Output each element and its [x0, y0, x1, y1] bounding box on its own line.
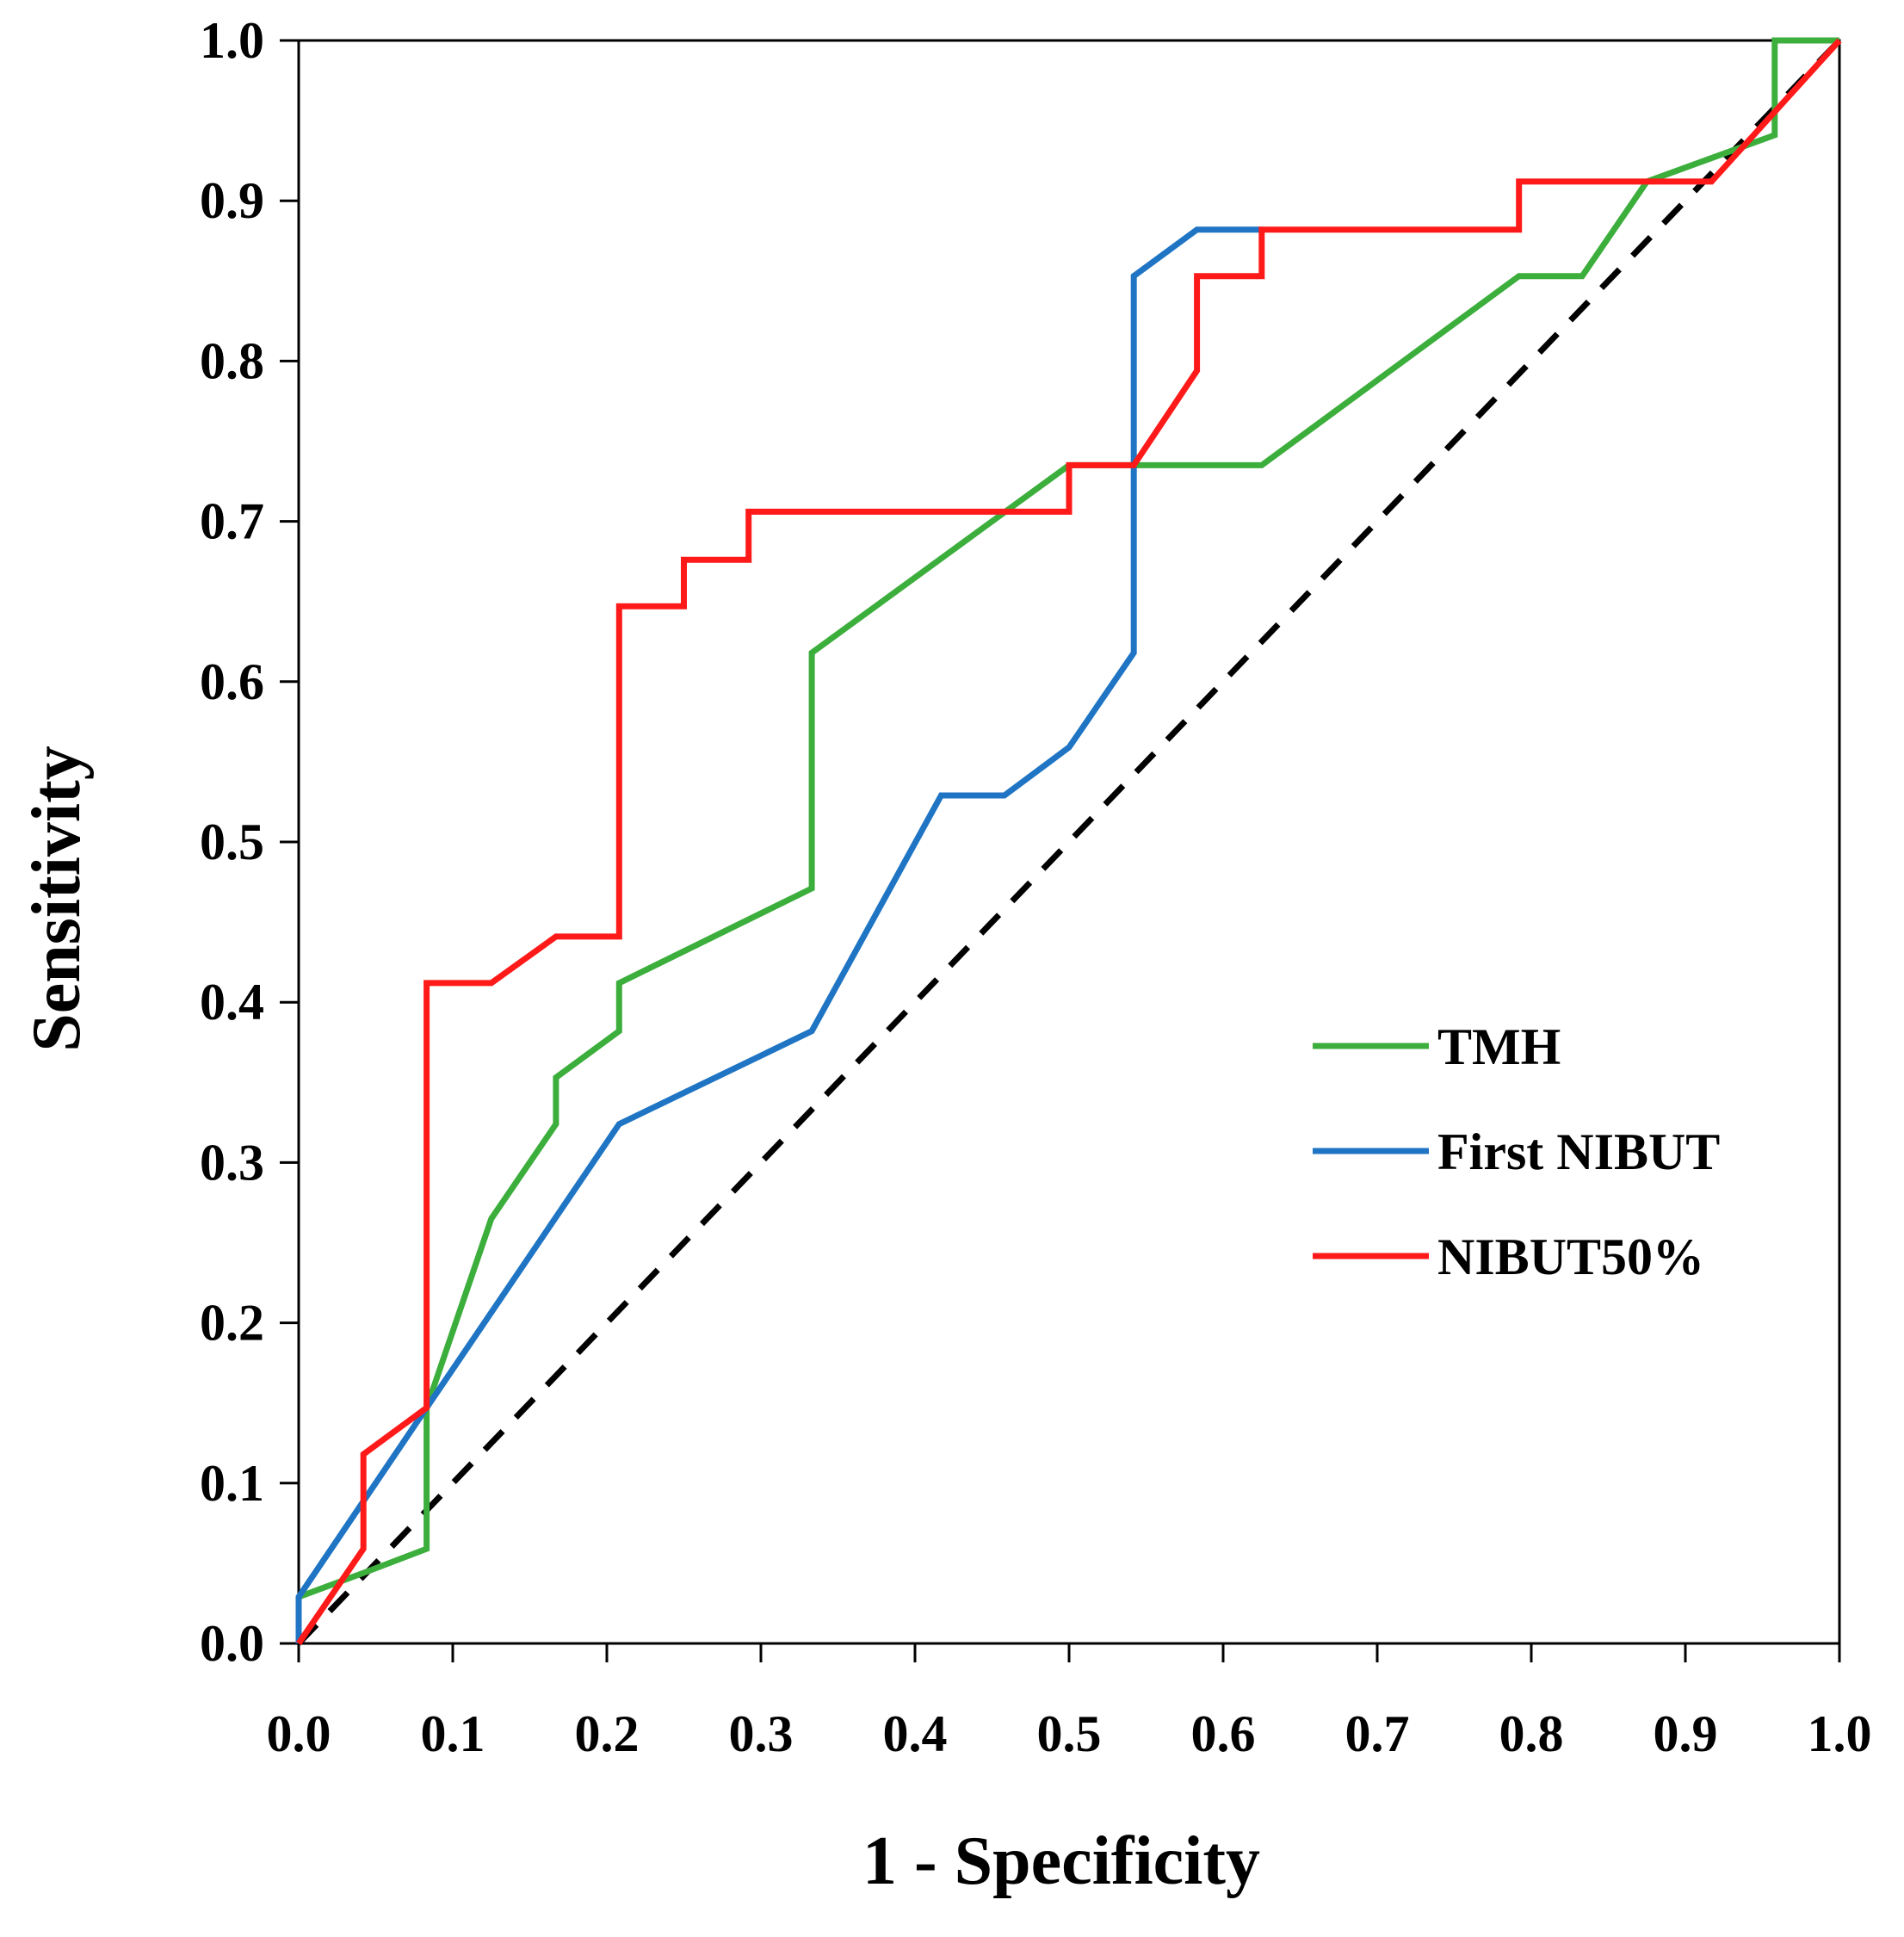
legend-label-nibut50: NIBUT50%	[1437, 1228, 1704, 1285]
reference-line-group	[296, 38, 1842, 1646]
x-tick-label: 1.0	[1808, 1705, 1872, 1762]
x-tick-label: 0.2	[575, 1705, 640, 1762]
y-tick-label: 0.4	[200, 974, 264, 1030]
x-tick-label: 0.9	[1654, 1705, 1718, 1762]
x-tick-label: 0.5	[1037, 1705, 1102, 1762]
x-tick-label: 0.8	[1499, 1705, 1564, 1762]
y-tick-label: 0.6	[200, 653, 264, 710]
legend-label-tmh: TMH	[1437, 1018, 1561, 1075]
legend: TMH First NIBUT NIBUT50%	[1313, 1018, 1720, 1285]
x-tick-label: 0.1	[421, 1705, 485, 1762]
y-tick-label: 0.2	[200, 1295, 264, 1352]
series-line-nibut50	[296, 38, 1842, 1645]
y-tick-label: 0.9	[200, 172, 264, 229]
y-tick-label: 0.5	[200, 814, 264, 870]
series-line-tmh	[297, 37, 1839, 1600]
y-tick-label: 1.0	[200, 12, 264, 69]
legend-label-first-nibut: First NIBUT	[1437, 1123, 1720, 1180]
series-line-first-nibut	[295, 226, 1262, 1643]
y-axis-title: Sensitivity	[19, 746, 95, 1052]
x-tick-label: 0.3	[729, 1705, 794, 1762]
axes-group: 0.0 0.1 0.2 0.3 0.4 0.5 0.6 0.7 0.8 0.9 1.0 0.0 0.1 0…	[200, 12, 1872, 1762]
x-tick-label: 0.4	[883, 1705, 948, 1762]
series-group	[295, 37, 1842, 1645]
x-axis-title: 1 - Specificity	[862, 1823, 1260, 1899]
x-tick-label: 0.0	[267, 1705, 331, 1762]
y-tick-label: 0.8	[200, 332, 264, 389]
y-tick-label: 0.0	[200, 1615, 264, 1672]
y-tick-label: 0.7	[200, 493, 264, 550]
y-tick-label: 0.3	[200, 1134, 264, 1191]
y-tick-label: 0.1	[200, 1455, 264, 1512]
reference-diagonal-line	[296, 38, 1842, 1646]
x-tick-label: 0.7	[1345, 1705, 1410, 1762]
x-tick-label: 0.6	[1191, 1705, 1256, 1762]
